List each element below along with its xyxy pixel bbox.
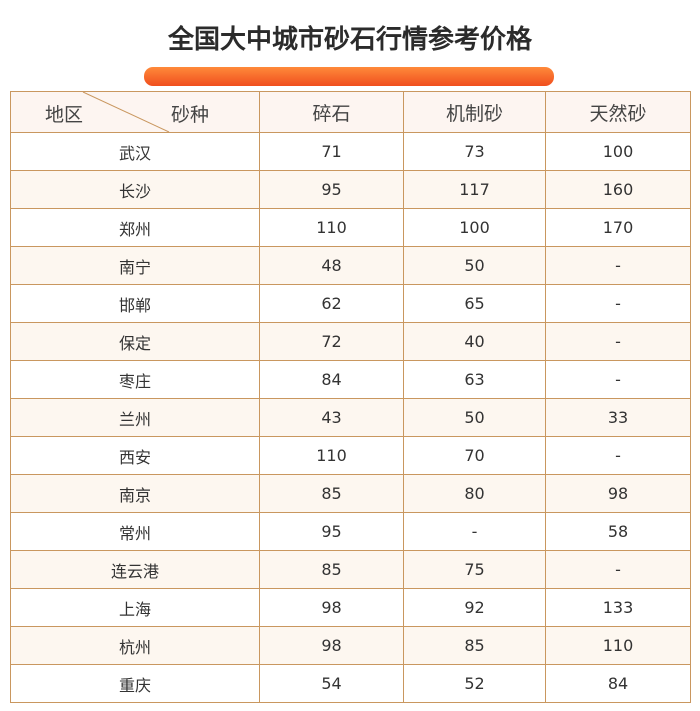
table-row: 枣庄 84 63-	[10, 360, 691, 399]
page-title: 全国大中城市砂石行情参考价格	[167, 25, 532, 55]
machine-sand-cell: 117	[403, 170, 546, 209]
table-header-row: 地区 砂种 碎石 机制砂 天然砂	[10, 91, 691, 133]
table-row: 邯郸 62 65-	[10, 284, 691, 323]
machine-sand-cell: 50	[403, 398, 546, 437]
city-cell: 上海	[10, 588, 260, 627]
col-header-crushed-stone: 碎石	[259, 91, 404, 133]
machine-sand-cell: 52	[403, 664, 546, 703]
table-row: 保定 72 40-	[10, 322, 691, 361]
machine-sand-cell: 75	[403, 550, 546, 589]
table-row: 兰州 43 50 33	[10, 398, 691, 437]
machine-sand-cell: 80	[403, 474, 546, 513]
col-header-natural-sand: 天然砂	[545, 91, 691, 133]
natural-sand-cell: 84	[545, 664, 691, 703]
table-row: 常州 95-58	[10, 512, 691, 551]
natural-sand-cell: -	[545, 246, 691, 285]
natural-sand-cell: 98	[545, 474, 691, 513]
machine-sand-cell: 63	[403, 360, 546, 399]
title-block: 全国大中城市砂石行情参考价格	[0, 22, 700, 86]
city-cell: 连云港	[10, 550, 260, 589]
diagonal-header-cell: 地区 砂种	[10, 91, 260, 133]
natural-sand-cell: -	[545, 360, 691, 399]
table-row: 西安 110 70-	[10, 436, 691, 475]
natural-sand-cell: 133	[545, 588, 691, 627]
table-row: 南京 85 80 98	[10, 474, 691, 513]
table-row: 连云港 85 75-	[10, 550, 691, 589]
city-cell: 南京	[10, 474, 260, 513]
crushed-stone-cell: 62	[259, 284, 404, 323]
natural-sand-cell: -	[545, 284, 691, 323]
city-cell: 枣庄	[10, 360, 260, 399]
machine-sand-cell: 70	[403, 436, 546, 475]
crushed-stone-cell: 48	[259, 246, 404, 285]
table-row: 上海 98 92 133	[10, 588, 691, 627]
crushed-stone-cell: 84	[259, 360, 404, 399]
crushed-stone-cell: 98	[259, 626, 404, 665]
crushed-stone-cell: 71	[259, 132, 404, 171]
machine-sand-cell: 65	[403, 284, 546, 323]
crushed-stone-cell: 110	[259, 436, 404, 475]
natural-sand-cell: -	[545, 550, 691, 589]
natural-sand-cell: 58	[545, 512, 691, 551]
city-cell: 南宁	[10, 246, 260, 285]
machine-sand-cell: 100	[403, 208, 546, 247]
natural-sand-cell: 160	[545, 170, 691, 209]
crushed-stone-cell: 54	[259, 664, 404, 703]
crushed-stone-cell: 72	[259, 322, 404, 361]
machine-sand-cell: 85	[403, 626, 546, 665]
natural-sand-cell: 110	[545, 626, 691, 665]
machine-sand-cell: 50	[403, 246, 546, 285]
table-row: 重庆 54 52 84	[10, 664, 691, 703]
city-cell: 兰州	[10, 398, 260, 437]
crushed-stone-cell: 95	[259, 512, 404, 551]
natural-sand-cell: 33	[545, 398, 691, 437]
table-row: 长沙 95 117 160	[10, 170, 691, 209]
title-underline-bar	[144, 67, 554, 86]
col-header-machine-sand: 机制砂	[403, 91, 546, 133]
table-row: 郑州 110 100 170	[10, 208, 691, 247]
table-row: 南宁 48 50-	[10, 246, 691, 285]
diagonal-line	[82, 92, 170, 132]
machine-sand-cell: -	[403, 512, 546, 551]
crushed-stone-cell: 85	[259, 474, 404, 513]
crushed-stone-cell: 85	[259, 550, 404, 589]
crushed-stone-cell: 95	[259, 170, 404, 209]
crushed-stone-cell: 110	[259, 208, 404, 247]
region-header: 地区	[45, 104, 84, 126]
table-row: 武汉 71 73 100	[10, 132, 691, 171]
crushed-stone-cell: 98	[259, 588, 404, 627]
type-header: 砂种	[171, 104, 210, 126]
table-row: 杭州 98 85 110	[10, 626, 691, 665]
city-cell: 武汉	[10, 132, 260, 171]
city-cell: 重庆	[10, 664, 260, 703]
city-cell: 保定	[10, 322, 260, 361]
machine-sand-cell: 40	[403, 322, 546, 361]
natural-sand-cell: -	[545, 322, 691, 361]
city-cell: 郑州	[10, 208, 260, 247]
city-cell: 常州	[10, 512, 260, 551]
city-cell: 邯郸	[10, 284, 260, 323]
natural-sand-cell: 100	[545, 132, 691, 171]
natural-sand-cell: -	[545, 436, 691, 475]
machine-sand-cell: 92	[403, 588, 546, 627]
city-cell: 西安	[10, 436, 260, 475]
crushed-stone-cell: 43	[259, 398, 404, 437]
city-cell: 杭州	[10, 626, 260, 665]
price-table: 地区 砂种 碎石 机制砂 天然砂 武汉 71 73 100 长沙 95 117 160 郑州 11…	[10, 91, 691, 703]
city-cell: 长沙	[10, 170, 260, 209]
natural-sand-cell: 170	[545, 208, 691, 247]
machine-sand-cell: 73	[403, 132, 546, 171]
